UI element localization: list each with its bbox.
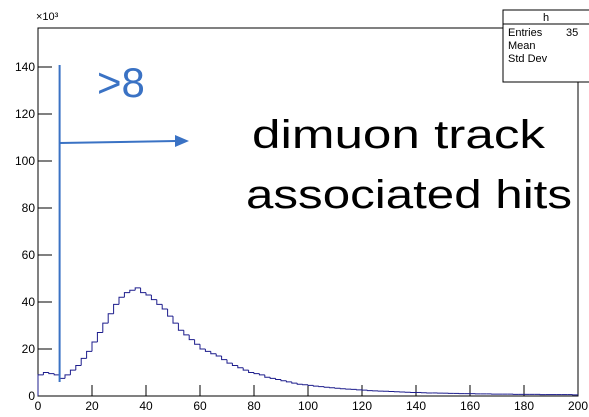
- stats-label: Entries: [508, 27, 543, 39]
- histogram-bin: [200, 344, 205, 349]
- histogram-bin: [222, 356, 227, 360]
- histogram-bin: [195, 340, 200, 345]
- cut-label: >8: [97, 59, 145, 106]
- histogram-bin: [114, 304, 119, 313]
- stats-label: Std Dev: [508, 53, 548, 65]
- histogram-bin: [286, 381, 291, 382]
- histogram-bin: [162, 304, 167, 309]
- y-tick-label: 40: [22, 295, 36, 309]
- histogram-bin: [97, 333, 102, 342]
- histogram-bin: [103, 323, 108, 332]
- histogram-bin: [146, 293, 151, 295]
- histogram-bin: [157, 300, 162, 305]
- histogram-bin: [81, 358, 86, 365]
- arrow-head: [175, 135, 189, 147]
- histogram-bin: [211, 351, 216, 353]
- histogram-bin: [189, 335, 194, 340]
- x-tick-label: 180: [514, 399, 534, 412]
- y-tick-label: 140: [15, 60, 35, 74]
- histogram-bin: [92, 342, 97, 351]
- stats-title: h: [543, 12, 549, 24]
- histogram-bin: [173, 316, 178, 323]
- stats-label: Mean: [508, 40, 536, 52]
- histogram-bin: [308, 385, 313, 386]
- arrow-shaft: [60, 141, 176, 143]
- x-tick-label: 20: [85, 399, 99, 412]
- histogram-bin: [168, 309, 173, 316]
- y-multiplier: ×10³: [36, 11, 59, 23]
- histogram-bin: [232, 363, 237, 365]
- histogram-bin: [124, 293, 129, 298]
- y-tick-label: 120: [15, 107, 35, 121]
- y-tick-label: 100: [15, 154, 35, 168]
- x-tick-label: 120: [352, 399, 372, 412]
- histogram-bin: [313, 385, 318, 386]
- y-tick-label: 20: [22, 342, 36, 356]
- x-tick-label: 140: [406, 399, 426, 412]
- histogram-bin: [49, 373, 54, 374]
- histogram-bin: [108, 314, 113, 323]
- histogram-bin: [281, 380, 286, 381]
- x-tick-label: 0: [35, 399, 42, 412]
- histogram-bin: [76, 365, 81, 370]
- histogram-bin: [184, 330, 189, 335]
- histogram-bin: [130, 290, 135, 292]
- histogram-bin: [276, 378, 281, 379]
- histogram-bin: [292, 382, 297, 383]
- histogram-bin: [265, 375, 270, 377]
- histogram-bin: [151, 295, 156, 300]
- histogram-bin: [227, 360, 232, 364]
- histogram-bin: [205, 349, 210, 351]
- histogram-bin: [270, 377, 275, 378]
- histogram-bin: [254, 373, 259, 374]
- y-tick-label: 60: [22, 248, 36, 262]
- annotation-line2: associated hits: [246, 173, 572, 217]
- x-tick-label: 200: [568, 399, 588, 412]
- histogram-bin: [135, 288, 140, 290]
- x-tick-label: 160: [460, 399, 480, 412]
- histogram-bin: [141, 288, 146, 293]
- histogram-bin: [70, 370, 75, 375]
- histogram-bin: [87, 351, 92, 358]
- stats-value: 35: [566, 27, 578, 39]
- x-tick-label: 100: [298, 399, 318, 412]
- histogram-bin: [38, 375, 43, 396]
- annotation-line1: dimuon track: [252, 113, 546, 157]
- histogram-bin: [249, 370, 254, 372]
- x-tick-label: 40: [139, 399, 153, 412]
- histogram-bin: [297, 383, 302, 384]
- histogram-bin: [119, 297, 124, 304]
- histogram-bin: [216, 354, 221, 356]
- histogram-bin: [243, 368, 248, 370]
- histogram-bin: [65, 375, 70, 379]
- histogram-bin: [324, 387, 329, 388]
- x-tick-label: 80: [247, 399, 261, 412]
- histogram-bin: [238, 365, 243, 367]
- histogram-bin: [259, 374, 264, 375]
- histogram-bin: [178, 323, 183, 330]
- y-tick-label: 80: [22, 201, 36, 215]
- x-tick-label: 60: [193, 399, 207, 412]
- histogram-bin: [43, 373, 48, 375]
